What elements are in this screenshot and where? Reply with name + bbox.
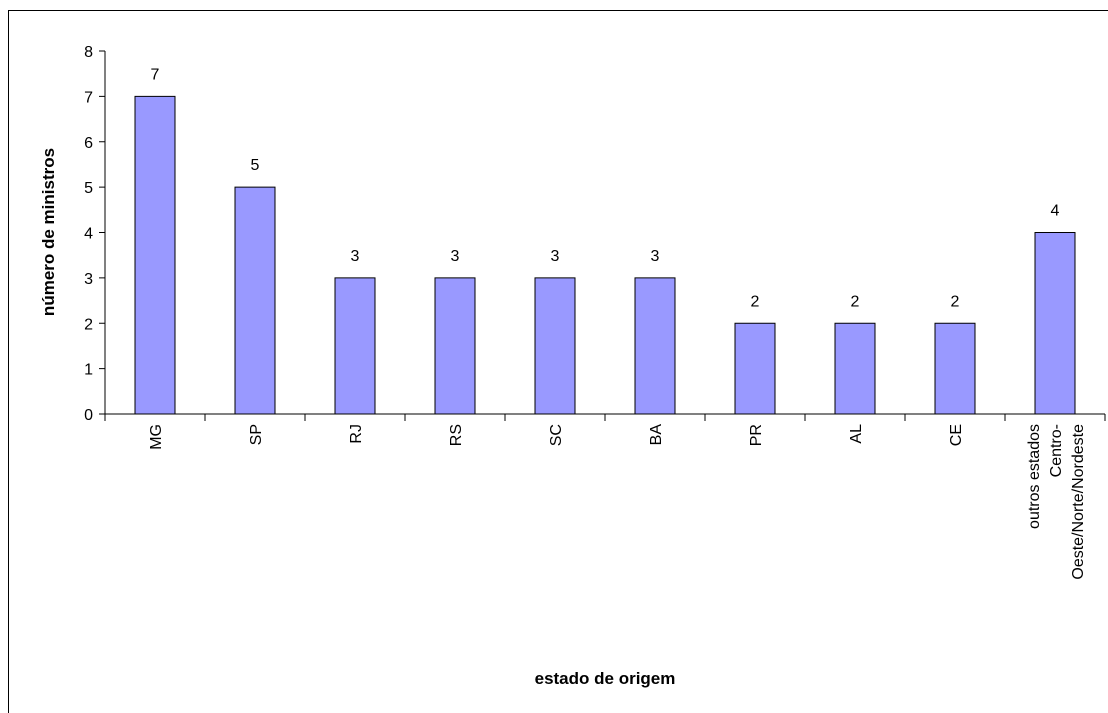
y-tick-label: 2	[84, 316, 93, 333]
y-tick-label: 3	[84, 271, 93, 288]
y-tick-label: 5	[84, 180, 93, 197]
value-label: 3	[451, 248, 460, 265]
value-label: 3	[351, 248, 360, 265]
value-label: 3	[651, 248, 660, 265]
value-label: 5	[251, 157, 260, 174]
y-axis-label: número de ministros	[39, 148, 58, 316]
value-label: 7	[151, 66, 160, 83]
bar	[434, 277, 476, 415]
bar	[334, 277, 376, 415]
x-tick-label: SC	[548, 424, 565, 446]
bar	[834, 322, 876, 415]
y-tick-label: 6	[84, 135, 93, 152]
bar	[534, 277, 576, 415]
x-tick-label: outros estados Centro- Oeste/Norte/Nordest…	[1026, 424, 1087, 580]
bar	[634, 277, 676, 415]
bar	[1034, 232, 1076, 415]
value-label: 2	[851, 293, 860, 310]
bar	[734, 322, 776, 415]
value-label: 3	[551, 248, 560, 265]
x-tick-label: MG	[148, 424, 165, 450]
y-tick-label: 0	[84, 407, 93, 424]
y-tick-label: 1	[84, 362, 93, 379]
x-tick-label: BA	[648, 424, 665, 446]
x-tick-label: SP	[248, 424, 265, 445]
x-axis-label: estado de origem	[535, 669, 676, 688]
x-tick-label: RS	[448, 424, 465, 446]
x-tick-label: RJ	[348, 424, 365, 444]
y-tick-label: 7	[84, 89, 93, 106]
value-label: 2	[751, 293, 760, 310]
value-label: 2	[951, 293, 960, 310]
y-tick-label: 4	[84, 226, 93, 243]
y-tick-label: 8	[84, 44, 93, 61]
bar	[234, 186, 276, 415]
x-tick-label: AL	[848, 424, 865, 444]
x-tick-label: CE	[948, 424, 965, 446]
bar	[134, 95, 176, 415]
bar	[934, 322, 976, 415]
value-label: 4	[1051, 203, 1060, 220]
x-tick-label: PR	[748, 424, 765, 446]
